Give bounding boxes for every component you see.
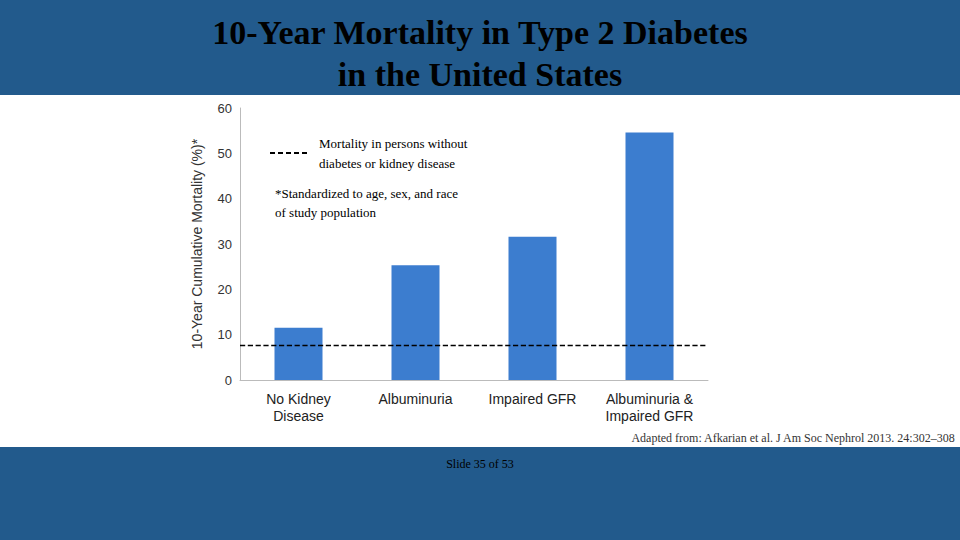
svg-text:30: 30 (218, 237, 232, 252)
svg-text:Impaired GFR: Impaired GFR (606, 408, 694, 424)
svg-text:40: 40 (218, 191, 232, 206)
svg-text:in the United States: in the United States (338, 56, 622, 93)
svg-text:10: 10 (218, 327, 232, 342)
svg-text:No Kidney: No Kidney (266, 391, 331, 407)
svg-text:20: 20 (218, 282, 232, 297)
svg-text:*Standardized to age, sex, and: *Standardized to age, sex, and race (275, 186, 458, 201)
svg-text:diabetes or kidney disease: diabetes or kidney disease (319, 156, 455, 171)
svg-text:10-Year Mortality in Type 2 Di: 10-Year Mortality in Type 2 Diabetes (212, 14, 747, 51)
svg-text:0: 0 (225, 373, 232, 388)
svg-text:60: 60 (218, 101, 232, 116)
svg-text:50: 50 (218, 146, 232, 161)
svg-text:Albuminuria &: Albuminuria & (606, 391, 694, 407)
svg-text:10-Year Cumulative Mortality (: 10-Year Cumulative Mortality (%)* (189, 138, 205, 349)
svg-text:Impaired GFR: Impaired GFR (489, 391, 577, 407)
svg-text:Slide 35 of 53: Slide 35 of 53 (446, 457, 514, 471)
svg-text:Mortality in persons without: Mortality in persons without (319, 136, 468, 151)
svg-text:Disease: Disease (273, 408, 324, 424)
svg-text:Adapted from: Afkarian et al.: Adapted from: Afkarian et al. J Am Soc N… (631, 431, 954, 445)
svg-text:Albuminuria: Albuminuria (379, 391, 453, 407)
svg-text:of study population: of study population (275, 205, 377, 220)
